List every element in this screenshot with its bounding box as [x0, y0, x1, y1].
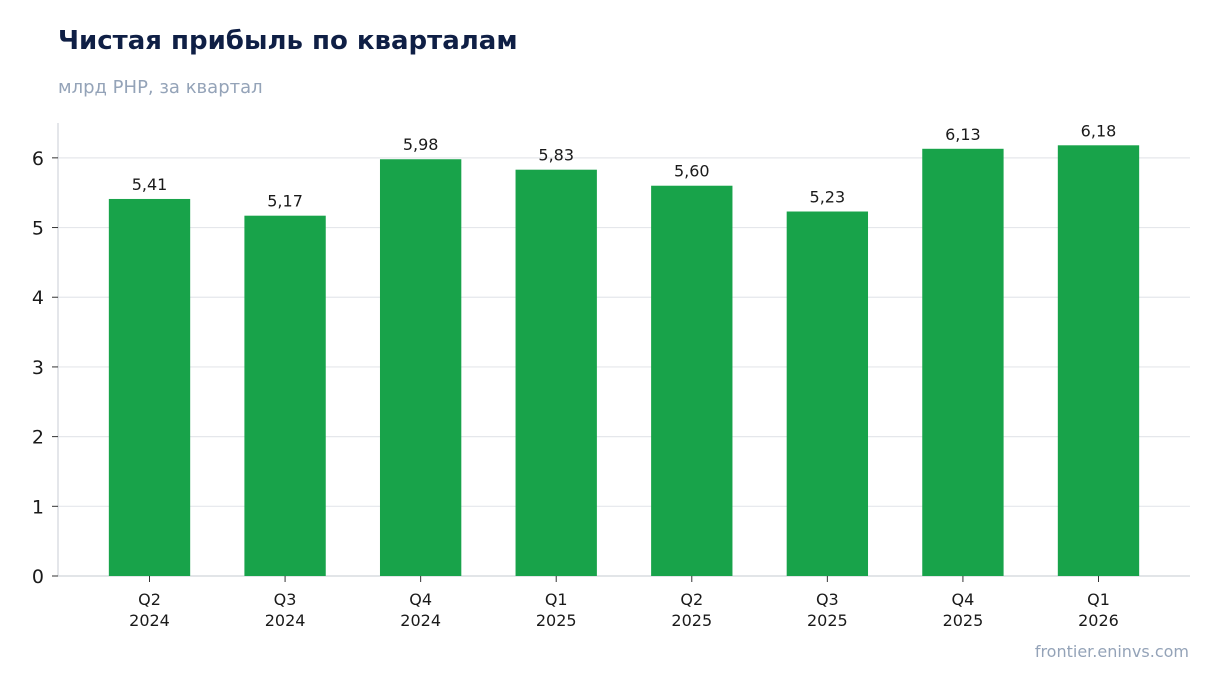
data-label: 6,18 — [1081, 121, 1117, 140]
bar — [651, 185, 733, 576]
x-tick-label-quarter: Q1 — [545, 590, 568, 609]
x-tick: Q1 2025 — [536, 576, 577, 630]
x-tick-label-quarter: Q2 — [680, 590, 703, 609]
x-tick-label-year: 2025 — [671, 611, 712, 630]
y-tick: 6 — [32, 148, 58, 170]
x-tick-label-quarter: Q3 — [274, 590, 297, 609]
x-tick-label-year: 2024 — [129, 611, 170, 630]
y-tick: 1 — [32, 496, 58, 518]
bar — [379, 159, 462, 577]
x-tick-label-year: 2024 — [265, 611, 306, 630]
axes — [57, 123, 1190, 577]
x-tick-label-year: 2025 — [536, 611, 577, 630]
y-tick: 0 — [32, 566, 58, 588]
x-tick-label-year: 2025 — [943, 611, 984, 630]
x-tick-label-quarter: Q4 — [409, 590, 432, 609]
y-tick-label: 1 — [32, 496, 44, 518]
bar — [922, 148, 1004, 577]
y-tick-label: 5 — [32, 218, 44, 240]
data-label: 5,98 — [403, 135, 439, 154]
bar — [108, 198, 191, 577]
bar — [1057, 145, 1140, 576]
y-tick-label: 2 — [32, 427, 44, 449]
x-tick: Q2 2025 — [671, 576, 712, 630]
y-tick: 5 — [32, 218, 58, 240]
y-tick-label: 0 — [32, 566, 44, 588]
x-tick: Q4 2025 — [943, 576, 984, 630]
data-label: 6,13 — [945, 125, 981, 144]
grid-lines — [58, 157, 1190, 507]
data-label: 5,17 — [267, 192, 303, 211]
x-tick-label-quarter: Q4 — [952, 590, 975, 609]
y-axis-ticks: 0 1 2 3 4 5 6 — [32, 148, 58, 588]
data-label: 5,60 — [674, 162, 710, 181]
chart-subtitle: млрд РНР, за квартал — [58, 77, 263, 98]
x-tick: Q2 2024 — [129, 576, 170, 630]
x-tick: Q3 2024 — [265, 576, 306, 630]
y-tick: 4 — [32, 287, 58, 309]
source-credit: frontier.eninvs.com — [1034, 642, 1189, 661]
y-tick-label: 3 — [32, 357, 44, 379]
bars — [108, 145, 1140, 577]
x-tick-label-quarter: Q2 — [138, 590, 161, 609]
bar — [515, 169, 597, 576]
x-tick-label-quarter: Q1 — [1087, 590, 1110, 609]
x-tick: Q1 2026 — [1078, 576, 1119, 630]
data-label: 5,83 — [538, 146, 574, 165]
y-tick-label: 6 — [32, 148, 44, 170]
x-tick: Q3 2025 — [807, 576, 848, 630]
bar — [786, 211, 869, 577]
x-tick-label-year: 2026 — [1078, 611, 1119, 630]
x-tick-label-quarter: Q3 — [816, 590, 839, 609]
data-label: 5,41 — [132, 175, 168, 194]
data-labels: 5,41 5,17 5,98 5,83 5,60 5,23 6,13 6,18 — [132, 121, 1117, 210]
y-tick-label: 4 — [32, 287, 44, 309]
x-tick: Q4 2024 — [400, 576, 441, 630]
bar — [244, 215, 326, 576]
chart-title: Чистая прибыль по кварталам — [58, 26, 518, 56]
data-label: 5,23 — [810, 188, 846, 207]
y-tick: 3 — [32, 357, 58, 379]
y-tick: 2 — [32, 427, 58, 449]
x-tick-label-year: 2025 — [807, 611, 848, 630]
x-axis-ticks: Q2 2024 Q3 2024 Q4 2024 Q1 2025 Q2 2025 Q3 2025 Q4 20… — [129, 576, 1119, 630]
x-tick-label-year: 2024 — [400, 611, 441, 630]
